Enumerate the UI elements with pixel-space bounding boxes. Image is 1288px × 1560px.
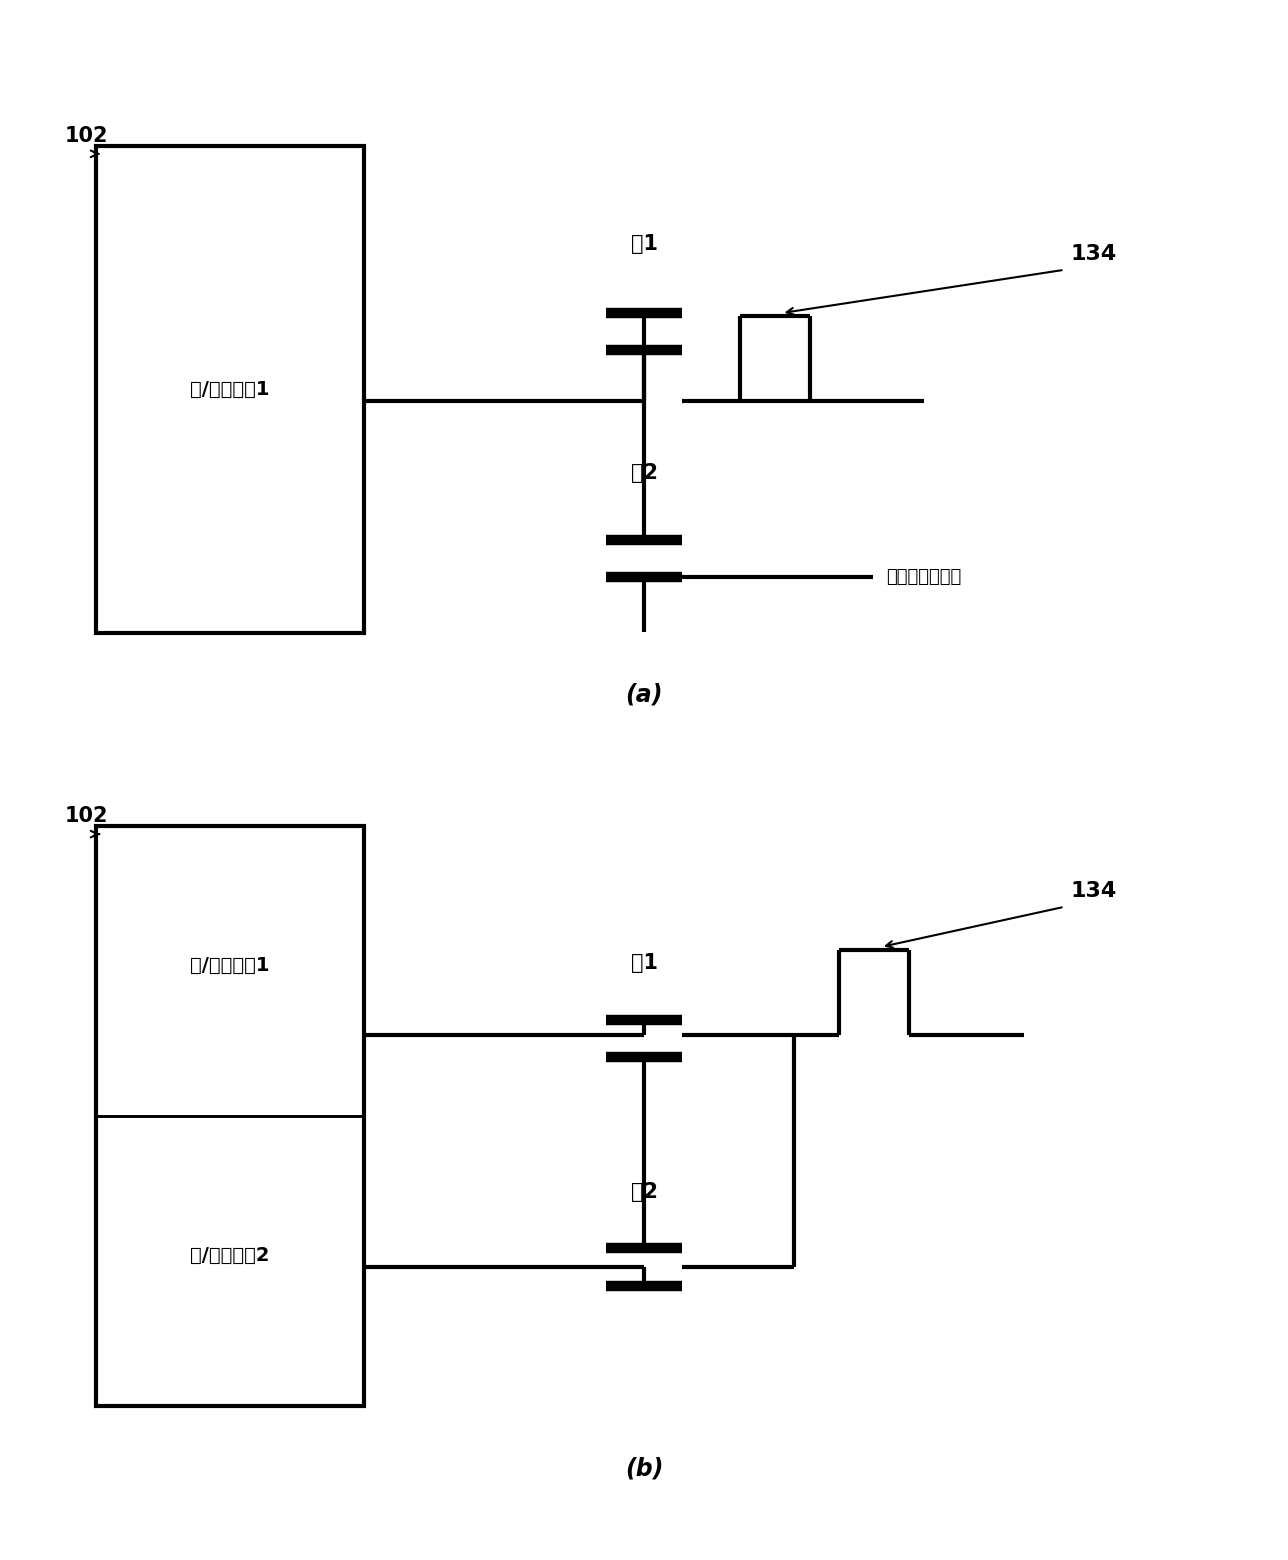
Text: 键1: 键1 xyxy=(631,234,657,254)
Text: 102: 102 xyxy=(64,126,108,147)
Text: 高阻抗（开路）: 高阻抗（开路） xyxy=(886,568,961,587)
Text: (b): (b) xyxy=(625,1455,663,1480)
Text: (a): (a) xyxy=(625,683,663,707)
Text: 134: 134 xyxy=(1070,245,1117,264)
Text: 模/数转换器1: 模/数转换器1 xyxy=(191,381,269,399)
Text: 模/数转换器2: 模/数转换器2 xyxy=(191,1246,269,1265)
Bar xyxy=(97,827,363,1406)
Bar xyxy=(97,147,363,633)
Text: 键2: 键2 xyxy=(631,1182,657,1203)
Text: 键1: 键1 xyxy=(631,953,657,973)
Text: 键2: 键2 xyxy=(631,463,657,484)
Text: 134: 134 xyxy=(1070,881,1117,902)
Text: 模/数转换器1: 模/数转换器1 xyxy=(191,956,269,975)
Text: 102: 102 xyxy=(64,807,108,827)
